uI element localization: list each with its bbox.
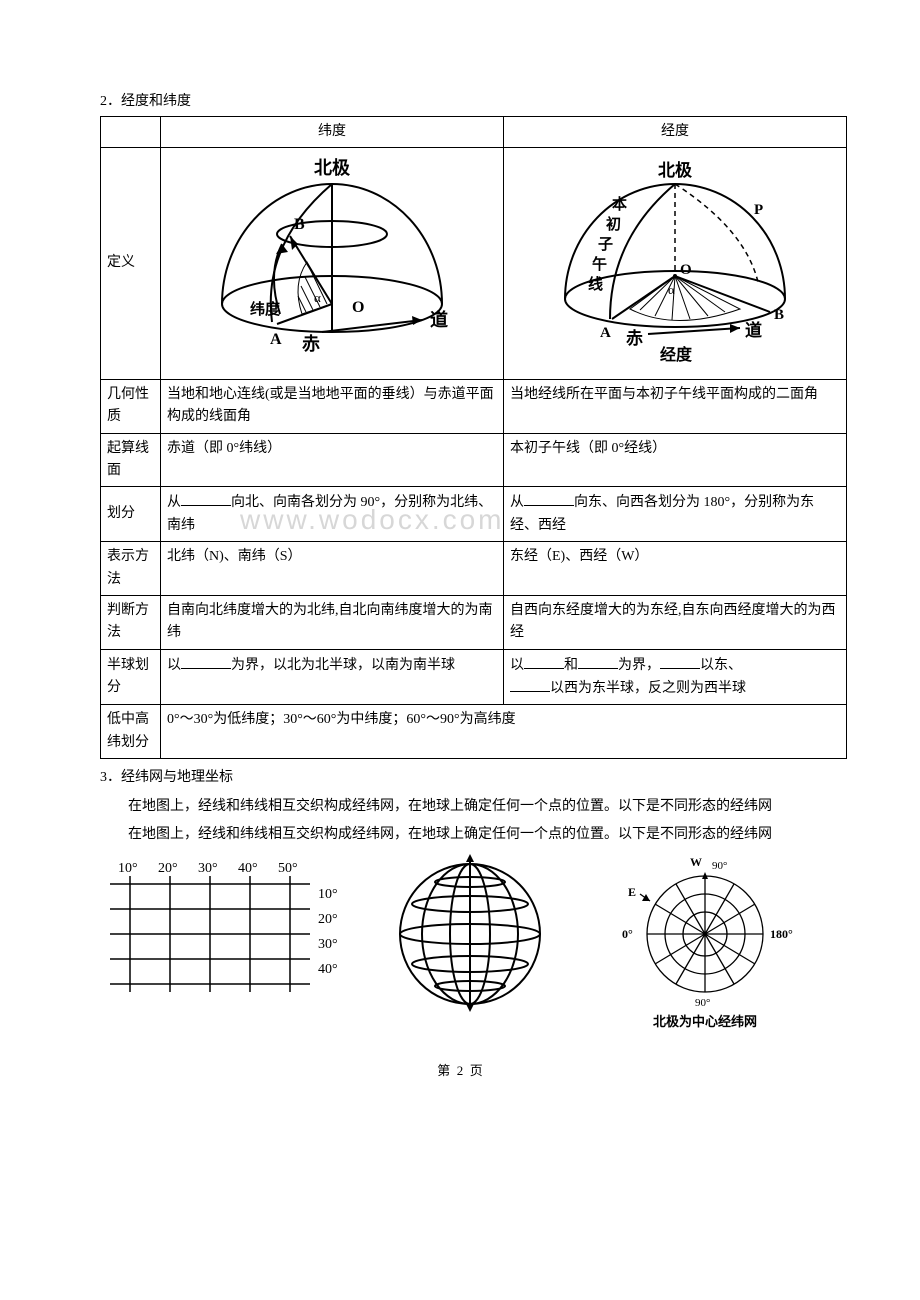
row-hemi-right: 以 和 为界， 以东、以西为东半球，反之则为西半球 xyxy=(504,649,847,705)
text: 以 xyxy=(167,658,181,673)
row-geom-left: 当地和地心连线(或是当地地平面的垂线）与赤道平面构成的线面角 xyxy=(161,379,504,433)
blank xyxy=(181,654,231,669)
svg-text:赤: 赤 xyxy=(626,328,643,348)
blank xyxy=(524,654,564,669)
svg-text:E: E xyxy=(628,885,636,899)
blank xyxy=(510,677,550,692)
polar-caption: 北极为中心经纬网 xyxy=(590,1011,820,1030)
svg-text:W: W xyxy=(690,855,702,869)
text: 以 xyxy=(510,658,524,673)
text: 从 xyxy=(510,495,524,510)
svg-text:子: 子 xyxy=(598,236,613,253)
svg-text:A: A xyxy=(270,331,282,348)
svg-text:赤: 赤 xyxy=(302,334,320,354)
svg-text:初: 初 xyxy=(606,215,621,233)
grid-figure: 10° 20° 30° 40° 50° 10° 20° xyxy=(100,854,350,1004)
text: 从 xyxy=(167,495,181,510)
row-lowhigh-merged: 0°～30°为低纬度；30°～60°为中纬度；60°～90°为高纬度 xyxy=(161,705,847,759)
row-notation-label: 表示方法 xyxy=(101,542,161,596)
header-longitude: 经度 xyxy=(504,117,847,148)
text: 和 xyxy=(564,658,578,673)
svg-text:道: 道 xyxy=(745,320,762,340)
longitude-diagram: O α A B P 北极 本 xyxy=(540,154,810,364)
row-geom-label: 几何性质 xyxy=(101,379,161,433)
svg-text:B: B xyxy=(774,307,784,323)
svg-text:20°: 20° xyxy=(318,912,338,927)
figure-row: 10° 20° 30° 40° 50° 10° 20° xyxy=(100,854,820,1030)
row-origin-right: 本初子午线（即 0°经线） xyxy=(504,433,847,487)
svg-text:本: 本 xyxy=(612,195,627,213)
text: 以东、 xyxy=(700,658,742,673)
footer-text: 第 xyxy=(437,1063,450,1078)
svg-text:北极: 北极 xyxy=(314,158,351,178)
polar-figure: W 90° E 0° 180° 90° 北极为中心经纬网 xyxy=(590,854,820,1030)
text: 以西为东半球，反之则为西半球 xyxy=(550,681,746,696)
row-hemi-left: 以 为界，以北为北半球，以南为南半球 xyxy=(161,649,504,705)
globe-figure xyxy=(385,854,555,1014)
svg-text:10°: 10° xyxy=(318,887,338,902)
svg-text:10°: 10° xyxy=(118,861,138,876)
svg-text:A: A xyxy=(600,325,611,341)
svg-text:北极: 北极 xyxy=(658,161,692,180)
row-origin-left: 赤道（即 0°纬线） xyxy=(161,433,504,487)
blank xyxy=(578,654,618,669)
svg-text:线: 线 xyxy=(588,275,603,293)
row-divide-left: 从向北、向南各划分为 90°，分别称为北纬、南纬 xyxy=(161,487,504,542)
svg-text:纬度: 纬度 xyxy=(250,300,281,318)
footer-page-num: 2 xyxy=(457,1063,464,1078)
row-judge-label: 判断方法 xyxy=(101,595,161,649)
row-def-label: 定义 xyxy=(101,148,161,379)
svg-text:α: α xyxy=(314,290,321,305)
row-judge-right: 自西向东经度增大的为东经,自东向西经度增大的为西经 xyxy=(504,595,847,649)
row-judge-left: 自南向北纬度增大的为北纬,自北向南纬度增大的为南纬 xyxy=(161,595,504,649)
row-geom-right: 当地经线所在平面与本初子午线平面构成的二面角 xyxy=(504,379,847,433)
row-lowhigh-label: 低中高纬划分 xyxy=(101,705,161,759)
svg-text:O: O xyxy=(680,262,692,278)
svg-text:90°: 90° xyxy=(712,860,727,872)
para-1: 在地图上，经线和纬线相互交织构成经纬网，在地球上确定任何一个点的位置。以下是不同… xyxy=(100,796,820,818)
row-notation-right: 东经（E)、西经（W） xyxy=(504,542,847,596)
latitude-diagram: O A B α xyxy=(202,154,462,354)
longitude-diagram-cell: O α A B P 北极 本 xyxy=(504,148,847,379)
svg-text:道: 道 xyxy=(430,309,448,330)
svg-text:180°: 180° xyxy=(770,927,793,941)
row-divide-label: 划分 xyxy=(101,487,161,542)
svg-text:30°: 30° xyxy=(198,861,218,876)
page-footer: 第 2 页 xyxy=(100,1060,820,1079)
text: 为界，以北为北半球，以南为南半球 xyxy=(231,658,455,673)
footer-text: 页 xyxy=(470,1063,483,1078)
svg-text:午: 午 xyxy=(592,255,607,273)
latitude-diagram-cell: O A B α xyxy=(161,148,504,379)
svg-text:B: B xyxy=(294,216,305,233)
blank xyxy=(181,491,231,506)
para-2: 在地图上，经线和纬线相互交织构成经纬网，在地球上确定任何一个点的位置。以下是不同… xyxy=(100,824,820,846)
section-3-title: 3．经纬网与地理坐标 xyxy=(100,767,820,789)
svg-text:50°: 50° xyxy=(278,861,298,876)
row-origin-label: 起算线面 xyxy=(101,433,161,487)
svg-text:20°: 20° xyxy=(158,861,178,876)
section-2-title: 2．经度和纬度 xyxy=(100,90,820,110)
text: 为界， xyxy=(618,658,660,673)
blank xyxy=(524,491,574,506)
row-divide-right: 从向东、向西各划分为 180°，分别称为东经、西经 xyxy=(504,487,847,542)
svg-text:40°: 40° xyxy=(318,962,338,977)
empty-cell xyxy=(101,117,161,148)
row-notation-left: 北纬（N)、南纬（S） xyxy=(161,542,504,596)
svg-text:α: α xyxy=(668,282,675,297)
svg-text:P: P xyxy=(754,202,763,218)
svg-text:0°: 0° xyxy=(622,927,633,941)
svg-text:90°: 90° xyxy=(695,997,710,1009)
row-hemi-label: 半球划分 xyxy=(101,649,161,705)
svg-text:经度: 经度 xyxy=(660,345,693,364)
lat-lon-table: 纬度 经度 定义 O A B xyxy=(100,116,847,759)
blank xyxy=(660,654,700,669)
svg-text:40°: 40° xyxy=(238,861,258,876)
svg-text:30°: 30° xyxy=(318,937,338,952)
header-latitude: 纬度 xyxy=(161,117,504,148)
svg-text:O: O xyxy=(352,299,364,316)
